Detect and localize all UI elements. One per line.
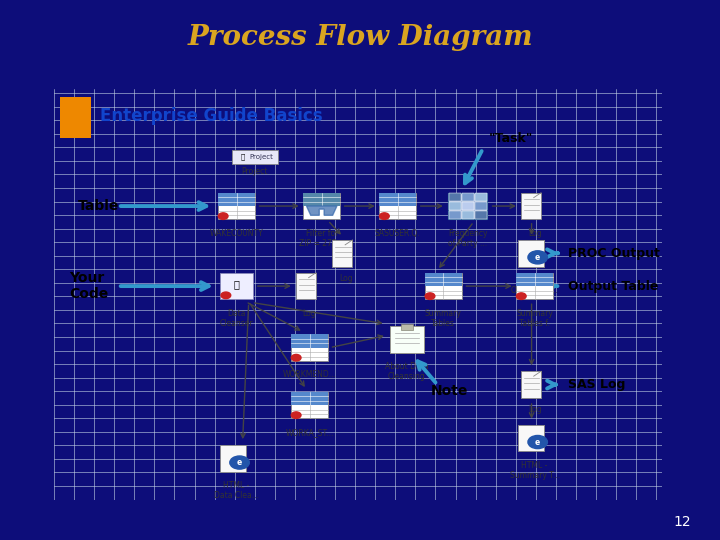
Bar	[449, 202, 461, 210]
Text: Output Table: Output Table	[568, 280, 659, 293]
Bar	[448, 193, 487, 219]
Circle shape	[516, 293, 526, 299]
Bar	[379, 193, 416, 219]
Text: "Task": "Task"	[489, 132, 534, 145]
Text: Log: Log	[528, 228, 541, 238]
Text: HTML -
Data Clea...: HTML - Data Clea...	[214, 481, 259, 501]
Bar	[220, 273, 253, 299]
Text: SAS Log: SAS Log	[568, 378, 626, 391]
Bar	[462, 211, 474, 219]
Text: Data
Cleanser: Data Cleanser	[220, 309, 253, 328]
Bar	[475, 193, 487, 201]
Bar	[521, 372, 541, 398]
Text: e: e	[535, 253, 540, 262]
Text: Project: Project	[242, 167, 268, 176]
Bar	[518, 424, 544, 451]
Bar	[296, 273, 316, 299]
Bar	[390, 326, 423, 353]
Circle shape	[221, 292, 230, 299]
Text: Process Flow Diagram: Process Flow Diagram	[187, 24, 533, 51]
Bar	[292, 392, 328, 418]
Bar	[220, 445, 246, 472]
Text: WORKA_ST...: WORKA_ST...	[285, 428, 333, 437]
Bar	[449, 211, 461, 219]
Circle shape	[379, 213, 390, 219]
Text: Log: Log	[528, 405, 541, 414]
Bar	[292, 334, 328, 361]
Text: Enterprise Guide Basics: Enterprise Guide Basics	[99, 107, 323, 125]
Text: About Data
Cleansing: About Data Cleansing	[385, 362, 428, 381]
Text: HTML -
One-Way F...: HTML - One-Way F...	[511, 276, 558, 295]
Text: 12: 12	[674, 515, 691, 529]
Text: SASUSER.Q.: SASUSER.Q.	[375, 228, 420, 238]
Text: 🗂: 🗂	[240, 153, 245, 160]
Bar	[401, 324, 413, 330]
Bar	[232, 150, 278, 164]
Bar	[292, 334, 328, 348]
Bar	[518, 240, 544, 267]
Bar	[303, 193, 340, 206]
Circle shape	[292, 354, 301, 361]
Bar	[379, 193, 416, 206]
Polygon shape	[307, 206, 337, 215]
Circle shape	[528, 251, 547, 264]
Text: PROC Output: PROC Output	[568, 247, 660, 260]
Text: HTML -
Summary T...: HTML - Summary T...	[510, 461, 559, 480]
Bar	[462, 202, 474, 210]
Bar	[333, 240, 352, 267]
Bar	[475, 211, 487, 219]
Text: Log: Log	[302, 309, 316, 318]
Bar	[292, 392, 328, 405]
Text: e: e	[535, 437, 540, 447]
Text: Table: Table	[78, 199, 120, 213]
Bar	[475, 202, 487, 210]
Text: Filter for
ZIP = 275...: Filter for ZIP = 275...	[300, 228, 344, 248]
Text: Your: Your	[69, 271, 104, 285]
Bar	[516, 273, 553, 286]
Bar	[449, 193, 461, 201]
Bar	[218, 193, 255, 219]
Bar	[303, 193, 340, 219]
Circle shape	[218, 213, 228, 219]
Circle shape	[425, 293, 435, 299]
Text: Summary
Tables: Summary Tables	[425, 309, 462, 328]
Text: 🏃: 🏃	[233, 279, 240, 289]
Bar	[60, 97, 91, 138]
Circle shape	[230, 456, 249, 469]
Text: Summary
Tables f.: Summary Tables f.	[516, 309, 553, 328]
Bar	[425, 273, 462, 299]
Text: e: e	[237, 458, 242, 467]
Bar	[521, 193, 541, 219]
Text: Note: Note	[431, 384, 469, 398]
Circle shape	[528, 435, 547, 449]
Text: Log: Log	[339, 274, 353, 283]
Text: WORKMEND...: WORKMEND...	[282, 370, 336, 379]
Text: WAKECOUNTY: WAKECOUNTY	[210, 228, 264, 238]
Circle shape	[292, 412, 301, 418]
Bar	[425, 273, 462, 286]
Text: Frequency
of Party ...: Frequency of Party ...	[448, 228, 487, 248]
Bar	[516, 273, 553, 299]
Text: Project: Project	[249, 154, 273, 160]
Bar	[218, 193, 255, 206]
Text: Code: Code	[69, 287, 109, 301]
Bar	[462, 193, 474, 201]
